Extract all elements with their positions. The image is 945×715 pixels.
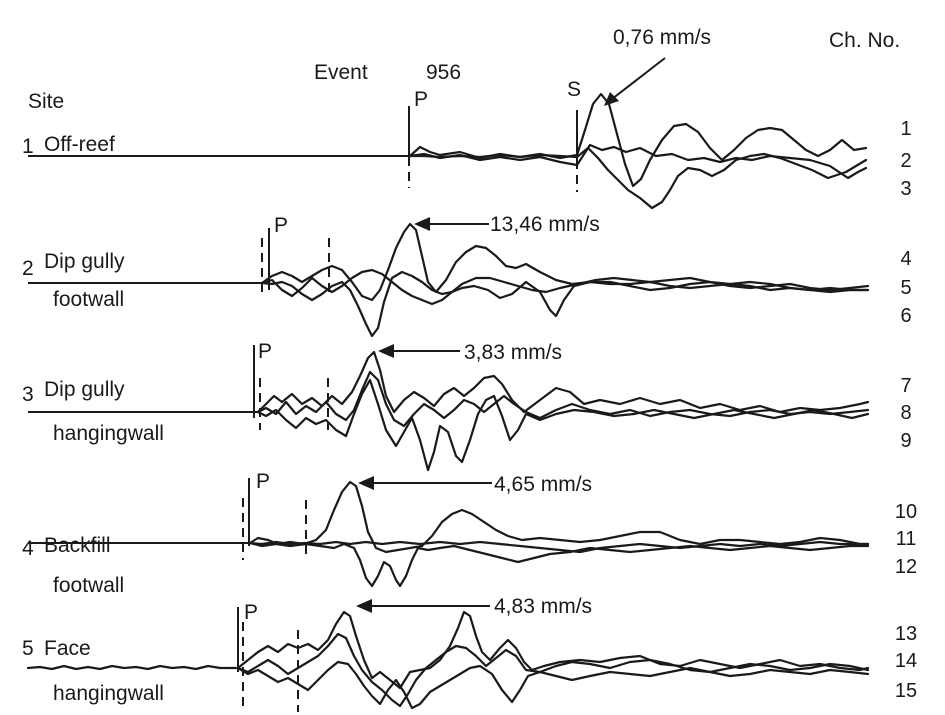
channel-10-label: 10 <box>895 501 917 523</box>
site-3-peak-arrowhead <box>378 344 394 358</box>
site-4-peak-arrowhead <box>358 476 374 490</box>
site-4-location: footwall <box>53 574 124 597</box>
channel-8-label: 8 <box>900 402 911 424</box>
event-label: Event <box>314 61 368 84</box>
site-1-trace-ch2 <box>408 143 868 180</box>
site-4-trace-ch12 <box>248 541 870 588</box>
site-4-name: Backfill <box>44 534 111 557</box>
channel-7-label: 7 <box>900 375 911 397</box>
site-3-group: 3 Dip gully hangingwall P 3,83 mm/s 7 8 … <box>22 340 912 472</box>
channel-9-label: 9 <box>900 430 911 452</box>
site-2-peak-arrowhead <box>414 217 430 231</box>
site-3-location: hangingwall <box>53 422 164 445</box>
channel-11-label: 11 <box>896 528 917 550</box>
site-3-p-label: P <box>258 340 272 363</box>
site-2-peak-value: 13,46 mm/s <box>490 213 600 236</box>
site-4-peak-value: 4,65 mm/s <box>494 473 592 496</box>
channel-3-label: 3 <box>900 178 911 200</box>
site-2-group: 2 Dip gully footwall P 13,46 mm/s 4 5 6 <box>22 213 912 338</box>
channel-4-label: 4 <box>900 248 911 270</box>
event-number: 956 <box>426 61 461 84</box>
channel-5-label: 5 <box>900 277 911 299</box>
site-3-peak-value: 3,83 mm/s <box>464 341 562 364</box>
channel-15-label: 15 <box>895 680 917 702</box>
site-4-trace-ch11 <box>248 540 870 554</box>
site-5-trace-ch15 <box>236 660 870 710</box>
site-1-number: 1 <box>22 135 34 158</box>
site-1-name: Off-reef <box>44 133 115 156</box>
site-1-trace-ch3 <box>408 146 868 210</box>
site-5-number: 5 <box>22 637 34 660</box>
channel-6-label: 6 <box>900 305 911 327</box>
channel-14-label: 14 <box>895 650 917 672</box>
site-1-peak-value: 0,76 mm/s <box>613 26 711 49</box>
site-4-group: 4 Backfill footwall P 4,65 mm/s 10 11 12 <box>22 470 917 597</box>
site-1-s-label: S <box>567 78 581 101</box>
site-4-p-label: P <box>256 470 270 493</box>
site-5-name: Face <box>44 637 91 660</box>
channel-1-label: 1 <box>900 118 911 140</box>
site-3-name: Dip gully <box>44 378 125 401</box>
channel-12-label: 12 <box>895 556 917 578</box>
site-1-peak-arrow <box>611 57 666 100</box>
site-3-number: 3 <box>22 383 34 406</box>
site-1-group: 1 Off-reef P S 0,76 mm/s 1 2 3 <box>22 26 912 210</box>
site-4-trace-ch10 <box>248 480 870 554</box>
site-2-trace-ch6 <box>260 270 870 338</box>
site-2-number: 2 <box>22 257 34 280</box>
channel-13-label: 13 <box>895 623 917 645</box>
site-2-location: footwall <box>53 288 124 311</box>
site-5-trace-ch13 <box>236 610 870 690</box>
site-4-number: 4 <box>22 537 34 560</box>
site-5-group: 5 Face hangingwall P 4,83 mm/s 13 14 15 <box>22 595 917 712</box>
site-3-trace-ch9 <box>256 378 870 472</box>
channel-header: Ch. No. <box>829 29 900 52</box>
site-1-peak-arrowhead <box>604 92 619 106</box>
site-3-trace-ch7 <box>256 350 870 414</box>
site-header: Site <box>28 90 64 113</box>
site-3-trace-ch8 <box>256 370 870 428</box>
channel-2-label: 2 <box>900 150 911 172</box>
site-2-name: Dip gully <box>44 250 125 273</box>
site-5-peak-value: 4,83 mm/s <box>494 595 592 618</box>
site-1-p-label: P <box>414 88 428 111</box>
site-5-p-label: P <box>244 601 258 624</box>
site-2-p-label: P <box>274 214 288 237</box>
site-5-location: hangingwall <box>53 682 164 705</box>
site-5-peak-arrowhead <box>356 599 372 613</box>
site-1-trace-ch1 <box>408 92 868 188</box>
site-5-baseline <box>26 664 238 671</box>
